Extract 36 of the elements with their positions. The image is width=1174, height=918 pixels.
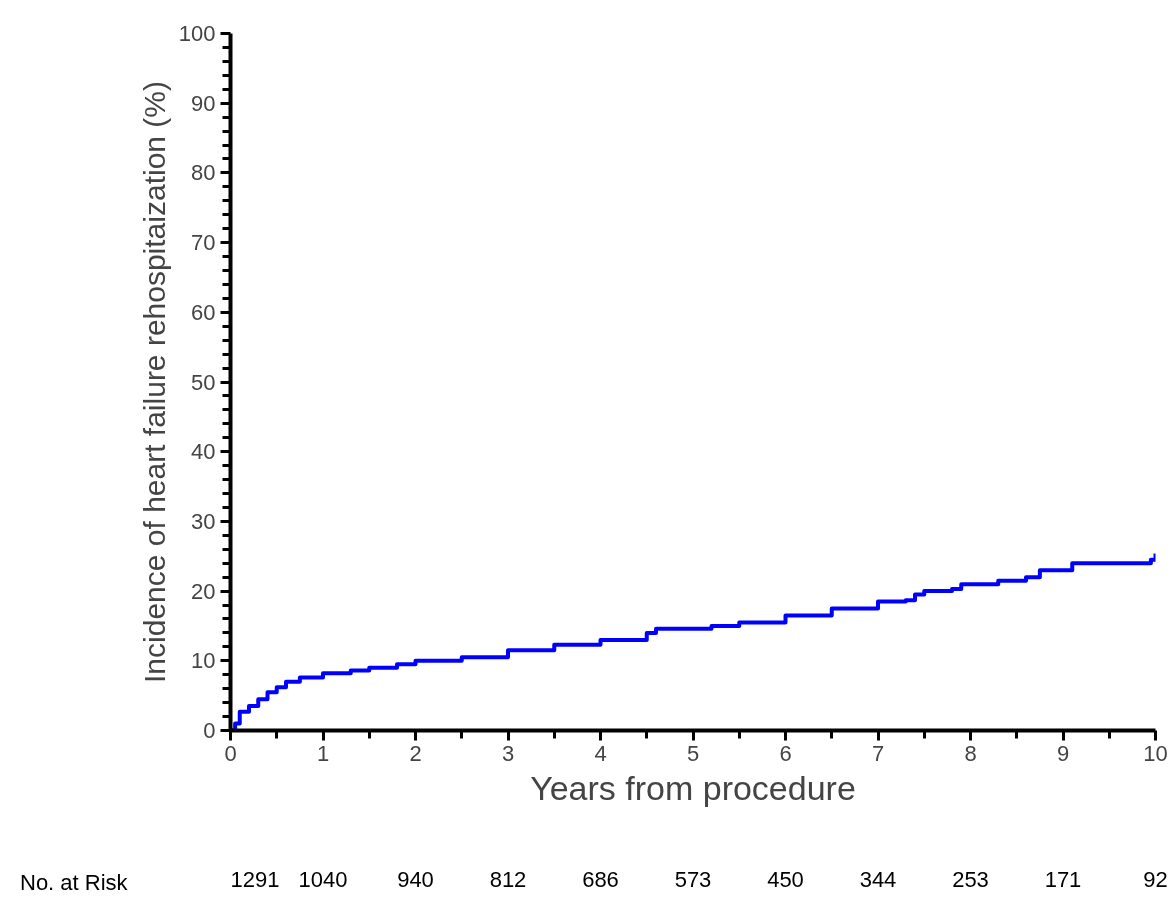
y-tick-label: 0	[203, 718, 216, 743]
text: 92	[1143, 866, 1168, 892]
text: 812	[489, 866, 527, 892]
text: 940	[397, 866, 434, 892]
y-tick-label: 30	[191, 508, 216, 534]
x-tick-label: 4	[594, 740, 607, 766]
text: 450	[767, 866, 804, 892]
y-tick-label: 80	[191, 160, 216, 186]
x-tick-label: 6	[779, 740, 792, 766]
text: 171	[1044, 866, 1082, 892]
x-tick-label: 5	[686, 740, 700, 766]
text: 573	[674, 866, 712, 892]
x-tick-label: 10	[1143, 740, 1168, 766]
x-tick-label: 0	[224, 740, 237, 766]
x-tick-label: 1	[316, 740, 330, 766]
y-tick-label: 50	[191, 369, 216, 395]
x-tick-label: 9	[1056, 740, 1070, 766]
y-tick-label: 40	[191, 439, 216, 465]
x-tick-label: 3	[501, 740, 515, 766]
y-tick-label: 90	[191, 90, 216, 116]
x-tick-label: 2	[409, 740, 422, 766]
x-tick-label: 8	[964, 740, 977, 766]
text: No. at Risk	[20, 869, 128, 897]
text: 253	[952, 866, 989, 892]
text: 1040	[298, 866, 348, 892]
y-axis-title: Incidence of heart failure rehospitaization (%)	[137, 81, 171, 683]
y-tick-label: 70	[191, 230, 216, 256]
x-tick-label: 7	[871, 740, 885, 766]
y-tick-label: 100	[178, 21, 216, 46]
x-axis-title: Years from procedure	[530, 768, 856, 807]
y-tick-label: 20	[191, 578, 216, 604]
text: 686	[582, 866, 619, 892]
y-tick-label: 10	[191, 648, 216, 674]
y-tick-label: 60	[191, 299, 216, 325]
text: 344	[859, 866, 897, 892]
text: 1291	[230, 866, 280, 892]
